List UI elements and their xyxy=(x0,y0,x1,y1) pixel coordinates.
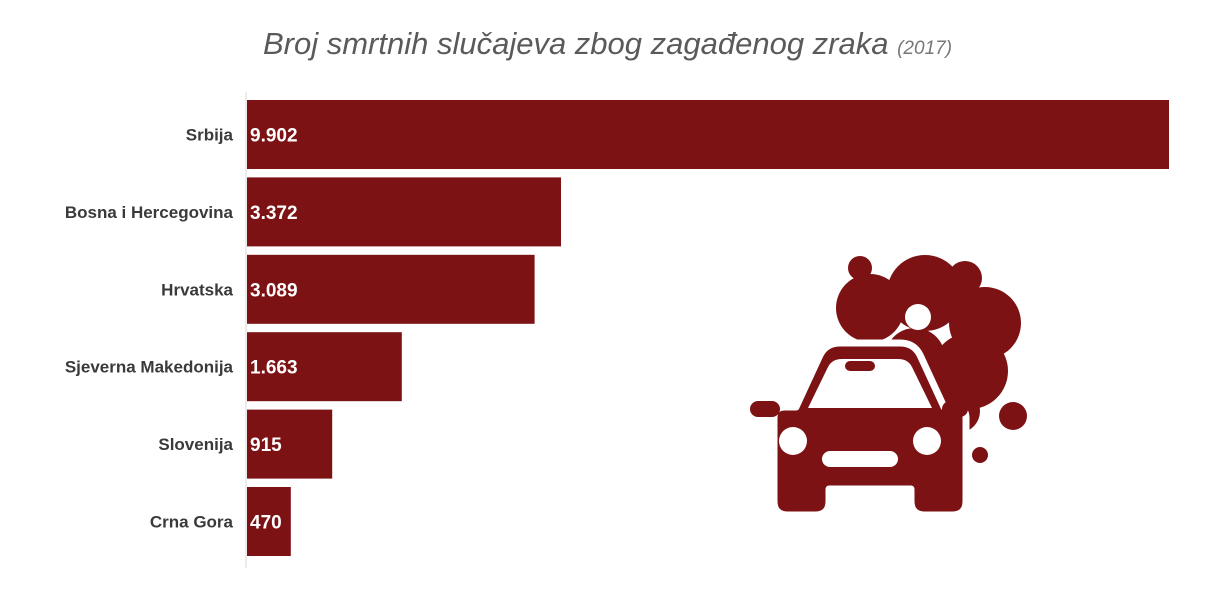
value-label: 9.902 xyxy=(250,126,298,147)
value-label: 3.372 xyxy=(250,203,298,224)
value-label: 915 xyxy=(250,435,282,456)
car-smog-icon xyxy=(750,255,1027,519)
chart-subtitle: (2017) xyxy=(897,38,953,59)
category-label: Sjeverna Makedonija xyxy=(65,358,234,377)
chart-title-text: Broj smrtnih slučajeva zbog zagađenog zr… xyxy=(262,26,889,61)
value-label: 3.089 xyxy=(250,280,298,301)
category-label: Srbija xyxy=(186,126,234,145)
chart-title: Broj smrtnih slučajeva zbog zagađenog zr… xyxy=(0,26,1215,62)
bar-4 xyxy=(247,409,333,479)
bar-5 xyxy=(247,487,291,556)
category-label: Hrvatska xyxy=(161,280,233,299)
bars: Srbija 9.902 Bosna i Hercegovina 3.372 Hrvat… xyxy=(65,100,1169,556)
category-label: Bosna i Hercegovina xyxy=(65,203,234,222)
bar-0 xyxy=(247,100,1169,169)
category-label: Slovenija xyxy=(158,435,233,454)
value-label: 470 xyxy=(250,513,282,534)
bar-1 xyxy=(247,177,561,247)
bar-3 xyxy=(247,332,402,402)
category-label: Crna Gora xyxy=(150,513,234,532)
bar-2 xyxy=(247,254,535,324)
value-label: 1.663 xyxy=(250,358,298,379)
